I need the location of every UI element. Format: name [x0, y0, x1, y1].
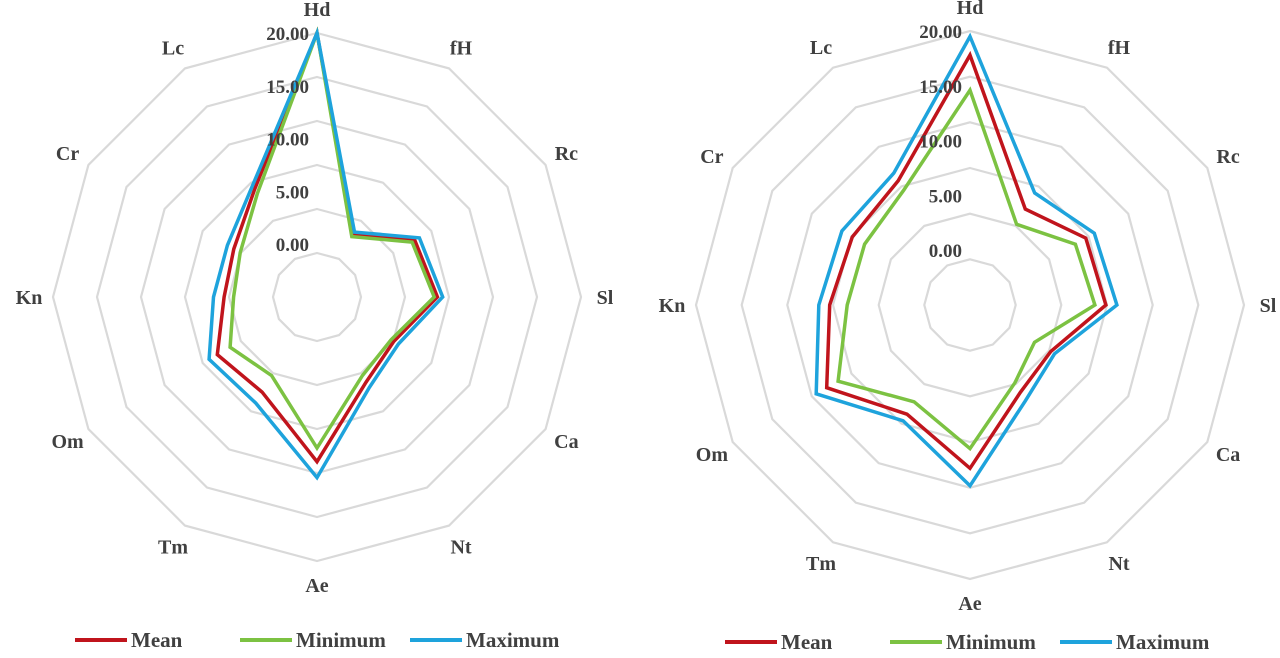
tick-label: 0.00	[929, 241, 962, 262]
category-label-lc: Lc	[162, 38, 184, 60]
category-label-cr: Cr	[56, 143, 79, 165]
legend-label-mean: Mean	[781, 630, 833, 654]
category-label-ca: Ca	[1216, 444, 1240, 466]
category-label-kn: Kn	[659, 295, 686, 317]
series-line-maximum	[814, 32, 1119, 489]
tick-label: 20.00	[266, 24, 309, 45]
radar-chart-left: 0.00 5.00 10.00 15.00 20.00 Hd fH Rc Sl Ca Nt Ae Tm O…	[16, 0, 614, 652]
category-label-nt: Nt	[1108, 553, 1129, 575]
category-label-ca: Ca	[554, 431, 578, 453]
legend-label-maximum: Maximum	[1116, 630, 1210, 654]
grid	[694, 29, 1246, 581]
series-line-minimum	[836, 86, 1097, 452]
grid-ring	[694, 29, 1246, 581]
category-label-om: Om	[51, 431, 84, 453]
tick-labels: 0.00 5.00 10.00 15.00 20.00	[266, 24, 309, 256]
grid	[51, 31, 583, 563]
series-line-minimum	[228, 26, 437, 452]
category-label-tm: Tm	[806, 553, 836, 575]
category-label-kn: Kn	[16, 287, 43, 309]
legend: Mean Minimum Maximum	[75, 628, 560, 652]
category-label-rc: Rc	[1216, 146, 1239, 168]
tick-label: 0.00	[276, 235, 309, 256]
radar-chart-right: 0.00 5.00 10.00 15.00 20.00 Hd fH Rc Sl Ca Nt Ae Tm O…	[659, 0, 1277, 654]
legend-label-maximum: Maximum	[466, 628, 560, 652]
category-label-cr: Cr	[700, 146, 723, 168]
tick-label: 5.00	[929, 186, 962, 207]
category-label-om: Om	[696, 444, 729, 466]
category-label-ae: Ae	[958, 593, 981, 615]
grid-ring	[139, 119, 495, 475]
category-label-lc: Lc	[810, 37, 832, 59]
category-label-ae: Ae	[305, 575, 328, 597]
grid-ring	[740, 75, 1200, 535]
grid-ring	[95, 75, 539, 519]
category-label-tm: Tm	[158, 536, 188, 558]
category-label-sl: Sl	[597, 287, 614, 309]
category-label-sl: Sl	[1260, 295, 1277, 317]
category-label-fh: fH	[450, 38, 473, 60]
grid-ring	[877, 212, 1063, 398]
grid-ring	[786, 121, 1154, 489]
tick-labels: 0.00 5.00 10.00 15.00 20.00	[919, 22, 962, 262]
tick-label: 10.00	[919, 132, 962, 153]
grid-ring	[271, 251, 363, 343]
tick-label: 10.00	[266, 130, 309, 151]
tick-label: 15.00	[919, 77, 962, 98]
grid-ring	[183, 163, 451, 431]
tick-label: 5.00	[276, 182, 309, 203]
grid-ring	[923, 258, 1017, 352]
legend-label-mean: Mean	[131, 628, 183, 652]
tick-label: 15.00	[266, 77, 309, 98]
tick-label: 20.00	[919, 22, 962, 43]
legend: Mean Minimum Maximum	[725, 630, 1210, 654]
category-label-nt: Nt	[450, 536, 471, 558]
category-label-hd: Hd	[304, 0, 331, 21]
category-label-hd: Hd	[957, 0, 984, 19]
series-line-mean	[824, 50, 1108, 471]
legend-label-minimum: Minimum	[946, 630, 1036, 654]
legend-label-minimum: Minimum	[296, 628, 386, 652]
category-labels: Hd fH Rc Sl Ca Nt Ae Tm Om Kn Cr Lc	[659, 0, 1277, 615]
grid-ring	[51, 31, 583, 563]
category-label-fh: fH	[1108, 37, 1131, 59]
series-line-mean	[215, 26, 440, 465]
category-labels: Hd fH Rc Sl Ca Nt Ae Tm Om Kn Cr Lc	[16, 0, 614, 597]
series-line-maximum	[207, 26, 445, 481]
category-label-rc: Rc	[555, 143, 578, 165]
